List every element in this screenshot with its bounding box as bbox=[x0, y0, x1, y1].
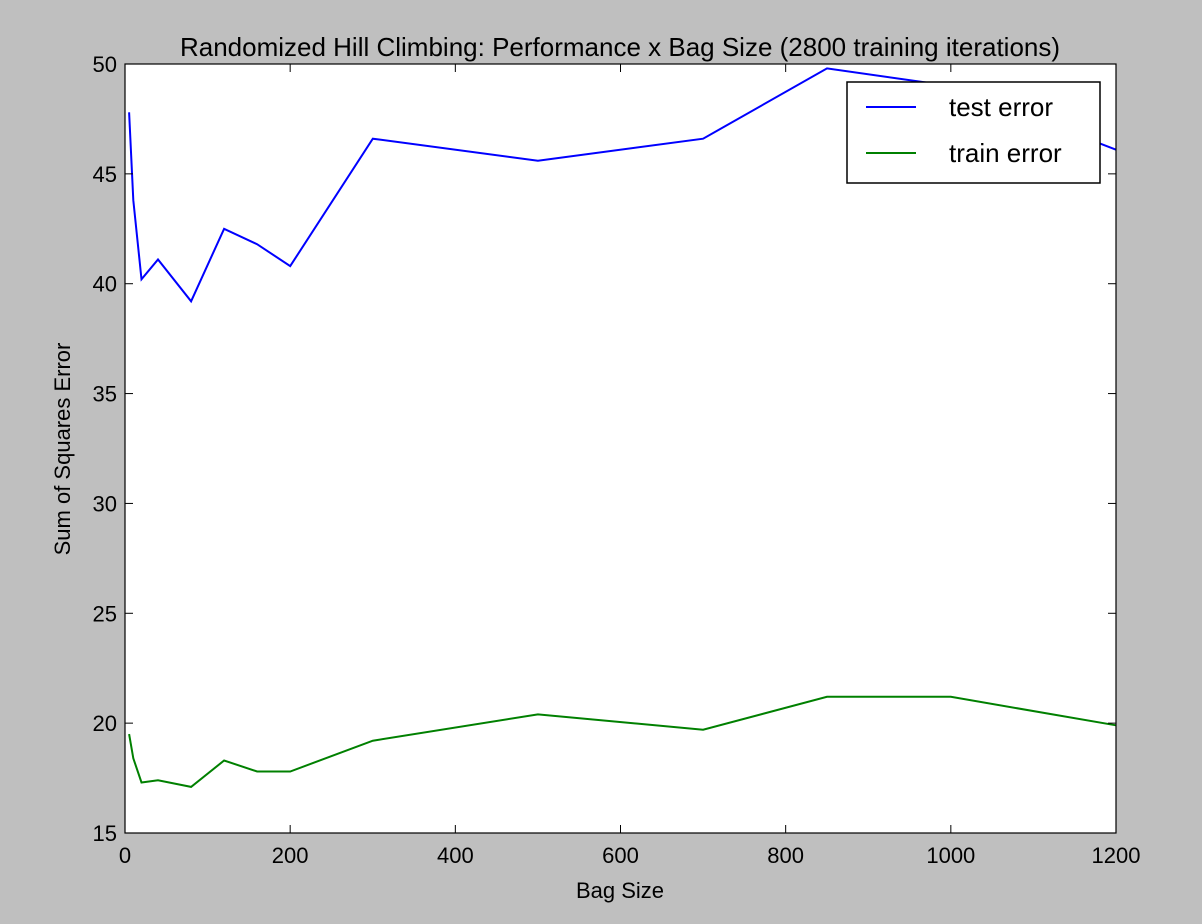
x-tick-label: 800 bbox=[767, 843, 804, 868]
series-layer bbox=[128, 67, 1117, 788]
y-tick-label: 40 bbox=[93, 272, 117, 297]
y-tick-label: 15 bbox=[93, 821, 117, 846]
legend-box bbox=[846, 81, 1101, 184]
y-tick-label: 35 bbox=[93, 382, 117, 407]
x-tick-label: 1000 bbox=[926, 843, 975, 868]
legend-label-train-error: train error bbox=[949, 138, 1062, 168]
x-tick-label: 0 bbox=[119, 843, 131, 868]
y-tick-label: 45 bbox=[93, 162, 117, 187]
x-tick-label: 600 bbox=[602, 843, 639, 868]
series-line-train-error bbox=[128, 695, 1117, 788]
chart-title: Randomized Hill Climbing: Performance x … bbox=[180, 32, 1060, 62]
legend: test error train error bbox=[846, 81, 1101, 184]
x-axis-label: Bag Size bbox=[576, 878, 664, 903]
y-tick-label: 30 bbox=[93, 491, 117, 516]
ticks-layer: 0 200 400 600 800 1000 1200 15 20 25 30 35 40 45 50 bbox=[93, 52, 1141, 868]
y-tick-label: 25 bbox=[93, 601, 117, 626]
y-tick-label: 50 bbox=[93, 52, 117, 77]
x-tick-label: 1200 bbox=[1092, 843, 1141, 868]
y-axis-label: Sum of Squares Error bbox=[50, 343, 75, 556]
series-line-test-error bbox=[128, 67, 1117, 304]
x-tick-label: 400 bbox=[437, 843, 474, 868]
legend-label-test-error: test error bbox=[949, 92, 1053, 122]
y-tick-label: 20 bbox=[93, 711, 117, 736]
x-tick-label: 200 bbox=[272, 843, 309, 868]
plot-area bbox=[125, 64, 1116, 833]
